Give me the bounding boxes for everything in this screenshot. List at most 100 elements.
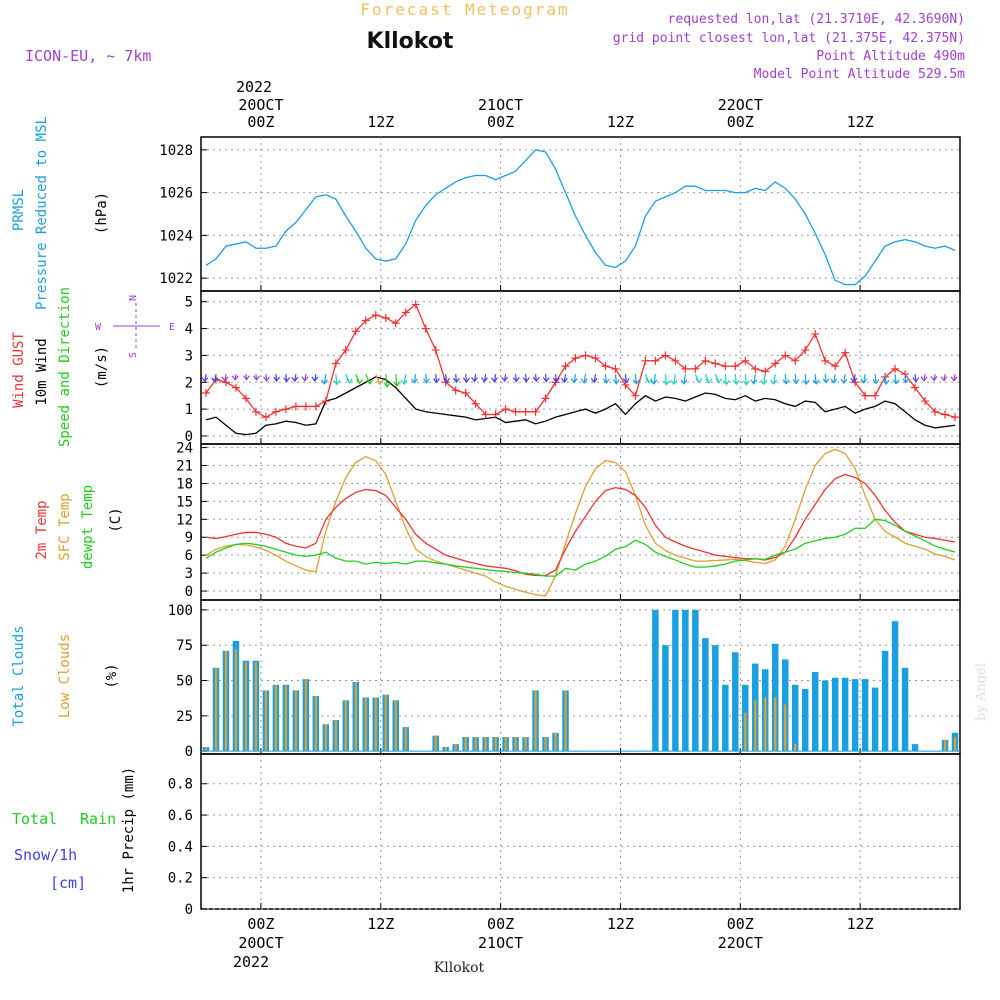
wind-direction-arrow xyxy=(744,374,747,385)
watermark: by Angel xyxy=(974,663,989,721)
wind-arrow-head xyxy=(750,379,758,385)
wind-direction-arrow xyxy=(323,374,327,384)
wind-arrow-head xyxy=(662,380,670,386)
gust-marker xyxy=(651,356,660,365)
wind-arrow-head xyxy=(423,378,431,384)
wind-direction-arrow xyxy=(395,374,398,386)
wind-arrow-head xyxy=(263,376,271,382)
temperature-ytick-label: 18 xyxy=(176,476,193,492)
low-cloud-bar xyxy=(444,746,447,752)
gust-marker xyxy=(661,351,670,360)
wind-direction-arrow xyxy=(514,374,517,382)
wind-direction-arrow xyxy=(634,374,637,384)
wind-direction-arrow xyxy=(214,374,217,382)
wind-arrow-head xyxy=(333,380,341,386)
gust-marker xyxy=(531,407,540,416)
precip-label-rain: Rain xyxy=(80,810,116,828)
top-day-label: 20OCT xyxy=(238,96,283,114)
gust-marker xyxy=(411,300,420,309)
low-cloud-bar xyxy=(494,737,497,752)
low-cloud-bar xyxy=(484,737,487,752)
gust-marker xyxy=(521,407,530,416)
wind-arrow-head xyxy=(792,379,800,385)
gust-marker xyxy=(291,402,300,411)
subtitle: Forecast Meteogram xyxy=(360,0,569,19)
cloud-label-total: Total Clouds xyxy=(11,625,27,726)
wind-arrow-head xyxy=(770,379,778,386)
total-cloud-bar xyxy=(791,684,799,752)
compass-s: S xyxy=(128,352,139,358)
wind-direction-arrow xyxy=(285,374,288,382)
gust-marker xyxy=(621,380,630,389)
wind-arrow-head xyxy=(632,379,640,385)
pressure-ytick-label: 1026 xyxy=(159,186,193,202)
gust-marker xyxy=(321,397,330,406)
wind-ytick-label: 5 xyxy=(185,295,193,311)
total-cloud-bar xyxy=(652,609,659,752)
total-cloud-bar xyxy=(712,645,719,752)
gust-marker xyxy=(261,413,270,422)
wind-direction-arrow xyxy=(455,374,458,383)
wind-direction-arrow xyxy=(524,374,527,382)
temperature-ytick-label: 9 xyxy=(185,530,193,546)
wind-arrow-head xyxy=(872,379,880,385)
model-label: ICON-EU, ~ 7km xyxy=(25,47,151,65)
wind-direction-arrow xyxy=(544,374,547,382)
gust-marker xyxy=(931,407,940,416)
wind-arrow-head xyxy=(570,378,578,384)
gust-marker xyxy=(921,397,930,406)
gust-marker xyxy=(491,410,500,419)
gust-marker xyxy=(481,410,490,419)
pressure-ytick-label: 1022 xyxy=(159,271,193,287)
wind-arrow-head xyxy=(722,380,730,386)
total-cloud-bar xyxy=(831,677,839,752)
wind-arrow-head xyxy=(645,378,653,384)
wind-direction-arrow xyxy=(784,374,787,384)
precipitation-ytick-label: 0.8 xyxy=(168,777,193,793)
gust-marker xyxy=(231,383,240,392)
gust-marker xyxy=(201,389,210,397)
gust-marker xyxy=(641,356,650,365)
gust-marker xyxy=(701,356,710,365)
gust-marker xyxy=(831,362,840,371)
wind-direction-arrow xyxy=(863,374,866,383)
gust-marker xyxy=(271,407,280,416)
wind-gust-line xyxy=(205,303,956,418)
low-cloud-bar xyxy=(224,650,228,752)
gust-marker xyxy=(431,346,440,355)
low-cloud-bar xyxy=(314,696,317,752)
top-day-label: 21OCT xyxy=(478,96,523,114)
wind-arrow-head xyxy=(231,375,239,381)
wind-arrow-head xyxy=(612,379,620,385)
wind-direction-arrow xyxy=(583,374,587,383)
clouds-ytick-label: 50 xyxy=(176,674,193,690)
temperature-ytick-label: 21 xyxy=(176,459,193,475)
low-cloud-bar xyxy=(754,700,757,752)
total-cloud-bar xyxy=(672,609,679,752)
wind-arrow-head xyxy=(732,379,740,386)
gust-marker xyxy=(891,364,900,373)
wind-direction-arrow xyxy=(413,374,417,383)
compass-n: N xyxy=(128,295,139,301)
bottom-hour-label: 00Z xyxy=(727,915,754,933)
wind-direction-arrow xyxy=(874,374,877,384)
wind-direction-arrow xyxy=(814,374,817,384)
wind-ytick-label: 4 xyxy=(185,322,193,338)
precip-unit: 1hr Precip (mm) xyxy=(121,767,137,893)
total-cloud-bar xyxy=(662,645,669,752)
top-hour-label: 00Z xyxy=(247,113,274,131)
wind-arrow-head xyxy=(580,378,588,384)
footer-location: Kllokot xyxy=(434,960,485,976)
wind-arrow-head xyxy=(393,381,401,387)
low-cloud-bar xyxy=(274,684,278,752)
gust-marker xyxy=(681,364,690,373)
bottom-day-label: 22OCT xyxy=(718,934,763,952)
gust-marker xyxy=(811,329,820,338)
wind-arrow-head xyxy=(830,378,838,384)
gust-marker xyxy=(781,351,790,360)
wind-arrow-head xyxy=(345,378,353,384)
wind-arrow-head xyxy=(650,379,658,385)
gust-marker xyxy=(591,354,600,363)
wind-arrow-head xyxy=(850,377,858,384)
wind-arrow-head xyxy=(670,379,678,386)
